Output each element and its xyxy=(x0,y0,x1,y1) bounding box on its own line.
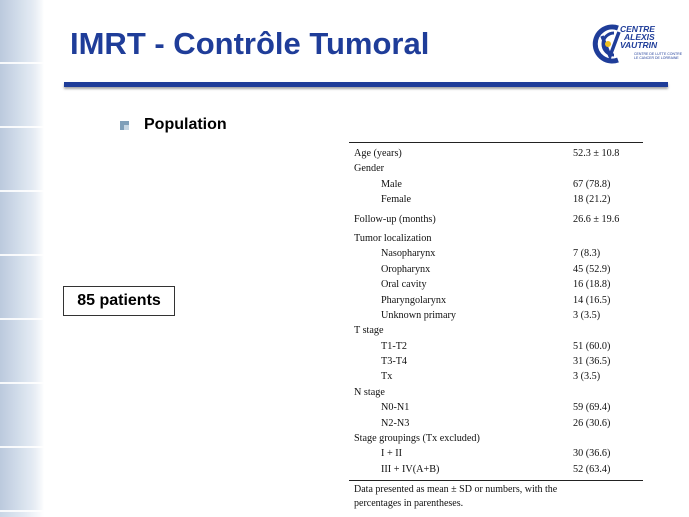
row-label: Gender xyxy=(354,163,384,175)
row-value xyxy=(573,431,643,446)
table-row: I + II 30 (36.6) xyxy=(349,446,643,461)
table-body: Age (years) 52.3 ± 10.8 Gender Male 67 (78.8… xyxy=(349,146,643,477)
bullet-population: Population xyxy=(120,116,227,134)
slide-title: IMRT - Contrôle Tumoral xyxy=(70,26,430,61)
row-label: N0-N1 xyxy=(381,402,410,414)
row-value: 7 (8.3) xyxy=(573,248,601,260)
table-row: N stage xyxy=(349,385,643,400)
table-row: III + IV(A+B) 52 (63.4) xyxy=(349,462,643,477)
footnote-line-2: percentages in parentheses. xyxy=(354,498,464,510)
side-tile xyxy=(0,64,44,128)
table-row: Tx 3 (3.5) xyxy=(349,369,643,384)
row-label: Stage groupings (Tx excluded) xyxy=(354,433,480,445)
footnote-line-1: Data presented as mean ± SD or numbers, … xyxy=(354,484,558,496)
table-bottom-rule xyxy=(349,480,643,482)
bullet-label: Population xyxy=(144,116,227,133)
table-row: Stage groupings (Tx excluded) xyxy=(349,431,643,446)
table-row: N2-N3 26 (30.6) xyxy=(349,416,643,431)
table-row: T3-T4 31 (36.5) xyxy=(349,354,643,369)
side-tile xyxy=(0,256,44,320)
row-label: N2-N3 xyxy=(381,417,410,429)
table-footnote: Data presented as mean ± SD or numbers, … xyxy=(349,483,643,511)
table-row: T1-T2 51 (60.0) xyxy=(349,339,643,354)
logo-subtitle: CENTRE DE LUTTE CONTRE LE CANCER DE LORR… xyxy=(634,52,684,60)
logo-sub-line-2: LE CANCER DE LORRAINE xyxy=(634,56,679,60)
row-label: Male xyxy=(381,178,402,190)
row-value: 59 (69.4) xyxy=(573,402,611,414)
row-label: Age (years) xyxy=(354,148,402,159)
row-value: 45 (52.9) xyxy=(573,263,611,275)
row-label: Female xyxy=(381,194,411,206)
row-value: 67 (78.8) xyxy=(573,178,611,190)
side-tile xyxy=(0,128,44,192)
row-label: N stage xyxy=(354,386,385,398)
row-value: 3 (3.5) xyxy=(573,371,601,383)
table-row: Unknown primary 3 (3.5) xyxy=(349,308,643,323)
row-value: 52 (63.4) xyxy=(573,463,611,475)
row-label: Nasopharynx xyxy=(381,248,436,260)
square-bullet-icon xyxy=(120,120,129,130)
row-value: 16 (18.8) xyxy=(573,279,611,291)
row-label: Tx xyxy=(381,371,393,383)
side-tile xyxy=(0,448,44,512)
row-value xyxy=(573,231,643,246)
logo-sub-line-1: CENTRE DE LUTTE CONTRE xyxy=(634,52,683,56)
row-value xyxy=(573,161,643,176)
table-row: Female 18 (21.2) xyxy=(349,192,643,207)
side-tile xyxy=(0,0,44,64)
table-row: N0-N1 59 (69.4) xyxy=(349,400,643,415)
side-tile xyxy=(0,192,44,256)
row-label: Pharyngolarynx xyxy=(381,294,447,306)
row-label: Tumor localization xyxy=(354,232,432,244)
side-tile xyxy=(0,320,44,384)
row-label: T1-T2 xyxy=(381,340,408,352)
table-row: Oropharynx 45 (52.9) xyxy=(349,262,643,277)
row-value: 26.6 ± 19.6 xyxy=(573,213,620,225)
table-row: Gender xyxy=(349,161,643,176)
row-label: Follow-up (months) xyxy=(354,213,436,225)
row-value: 30 (36.6) xyxy=(573,448,611,460)
row-value: 18 (21.2) xyxy=(573,194,611,206)
table-row: Nasopharynx 7 (8.3) xyxy=(349,246,643,261)
table-row: Tumor localization xyxy=(349,231,643,246)
side-tile xyxy=(0,384,44,448)
row-value xyxy=(573,323,643,338)
logo-emblem-icon xyxy=(592,24,621,64)
patients-count-box: 85 patients xyxy=(63,286,175,316)
logo-wordmark: CENTRE ALEXIS VAUTRIN xyxy=(620,24,684,50)
row-label: T3-T4 xyxy=(381,356,408,368)
row-value: 31 (36.5) xyxy=(573,356,611,368)
table-row: Oral cavity 16 (18.8) xyxy=(349,277,643,292)
title-underline xyxy=(64,82,668,87)
row-value xyxy=(573,385,643,400)
row-label: I + II xyxy=(381,448,403,460)
logo-line-3: VAUTRIN xyxy=(620,40,658,50)
logo-line-1: CENTRE xyxy=(620,24,655,34)
table-row: Follow-up (months) 26.6 ± 19.6 xyxy=(349,212,643,227)
logo-line-2: ALEXIS xyxy=(624,32,655,42)
row-label: III + IV(A+B) xyxy=(381,463,440,475)
row-value: 52.3 ± 10.8 xyxy=(573,148,620,159)
table-row: Male 67 (78.8) xyxy=(349,177,643,192)
row-value: 26 (30.6) xyxy=(573,417,611,429)
row-value: 51 (60.0) xyxy=(573,340,611,352)
population-table: Age (years) 52.3 ± 10.8 Gender Male 67 (78.8… xyxy=(349,142,643,511)
row-value: 3 (3.5) xyxy=(573,309,601,321)
table-top-rule xyxy=(349,142,643,143)
row-value: 14 (16.5) xyxy=(573,294,611,306)
table-row: Age (years) 52.3 ± 10.8 xyxy=(349,146,643,161)
table-row: T stage xyxy=(349,323,643,338)
table-row: Pharyngolarynx 14 (16.5) xyxy=(349,293,643,308)
decorative-side-strip xyxy=(0,0,44,517)
row-label: Oral cavity xyxy=(381,279,427,291)
row-label: T stage xyxy=(354,325,384,337)
row-label: Unknown primary xyxy=(381,309,456,321)
row-label: Oropharynx xyxy=(381,263,431,275)
centre-alexis-vautrin-logo: CENTRE ALEXIS VAUTRIN CENTRE DE LUTTE CO… xyxy=(588,18,684,74)
